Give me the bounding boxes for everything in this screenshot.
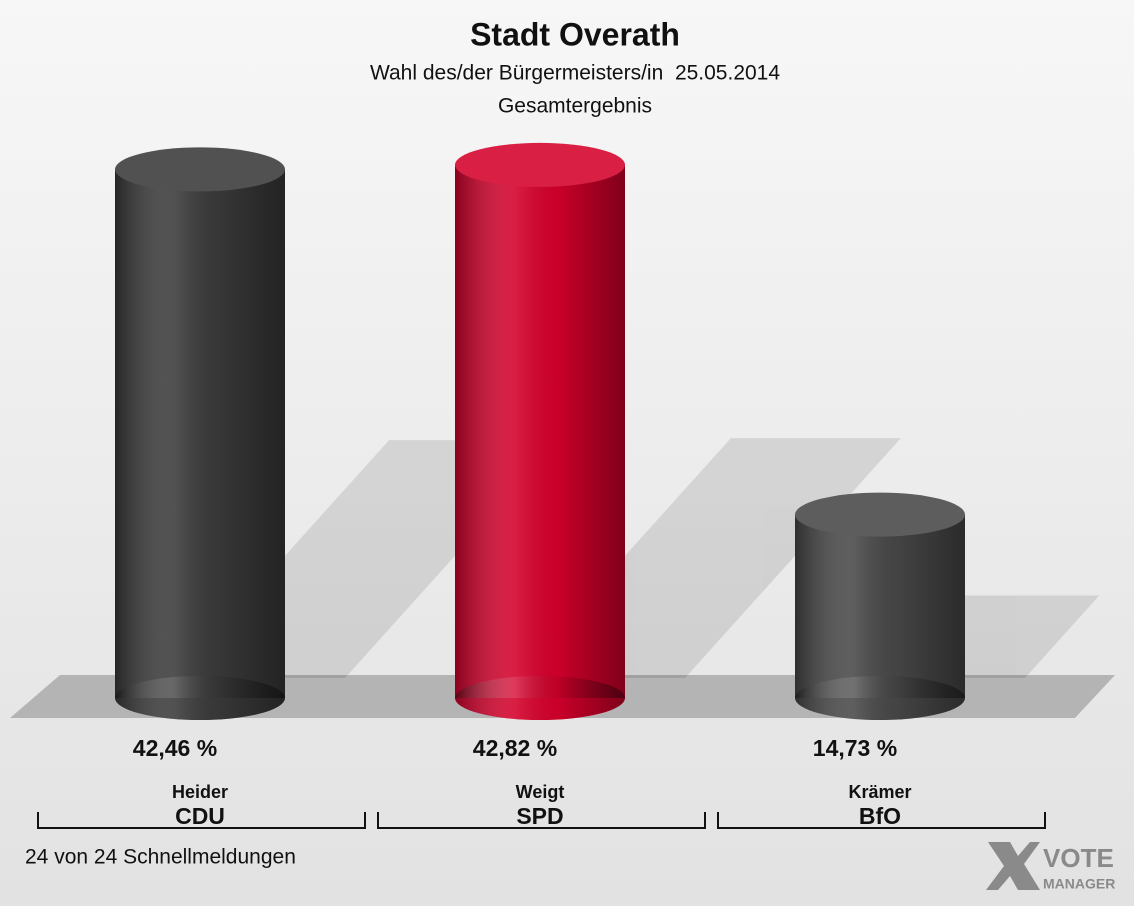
value-label: 42,82 % [473,735,557,761]
bar-top-highlight [455,142,625,187]
value-label: 42,46 % [133,735,217,761]
candidate-label: Krämer [848,782,911,802]
value-label: 14,73 % [813,735,897,761]
logo: VOTE MANAGER [986,842,1115,892]
bar-top [795,492,965,537]
subtitle: Wahl des/der Bürgermeisters/in 25.05.201… [370,62,780,85]
bracket [37,812,366,829]
logo-text: MANAGER [1043,876,1115,892]
bracket [377,812,706,829]
footnote: 24 von 24 Schnellmeldungen [25,846,296,869]
bar-top [115,147,285,192]
chart-title: Stadt Overath [470,16,680,52]
bar-shading [115,169,285,699]
bar [795,492,965,720]
bracket [717,812,1046,829]
bar-shading [795,514,965,698]
bar-base-shading [115,676,285,720]
bar-shading [455,164,625,699]
subtitle: Gesamtergebnis [498,95,652,118]
candidate-label: Weigt [516,782,565,802]
bar-base-shading [455,676,625,720]
bar-top [455,142,625,187]
party-label: BfO [859,803,901,829]
party-label: CDU [175,803,225,829]
party-label: SPD [516,803,563,829]
logo-icon [986,842,1040,890]
bar-base-shading [795,676,965,720]
bar [455,142,625,720]
candidate-label: Heider [172,782,228,802]
bar-top-highlight [795,492,965,537]
bar-top-highlight [115,147,285,192]
logo-text: VOTE [1043,843,1114,873]
bar [115,147,285,720]
